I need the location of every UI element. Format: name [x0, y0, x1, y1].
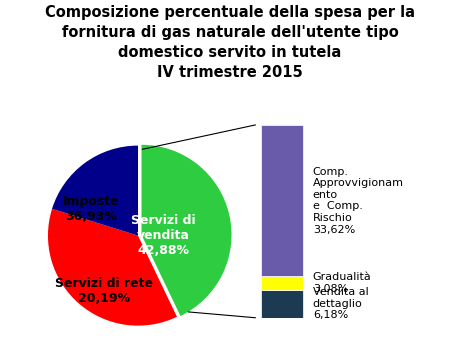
Text: Comp.
Approvvigionam
ento
e  Comp.
Rischio
33,62%: Comp. Approvvigionam ento e Comp. Rischi…	[312, 166, 403, 235]
Wedge shape	[48, 209, 177, 326]
Text: Vendita al
dettaglio
6,18%: Vendita al dettaglio 6,18%	[312, 287, 368, 321]
Bar	[260, 276, 302, 290]
Text: Gradualità
3,08%: Gradualità 3,08%	[312, 272, 371, 294]
Wedge shape	[52, 146, 138, 236]
Text: Servizi di
vendita
42,88%: Servizi di vendita 42,88%	[131, 214, 195, 257]
Bar	[260, 125, 302, 276]
Wedge shape	[141, 145, 231, 316]
Text: Composizione percentuale della spesa per la
fornitura di gas naturale dell'utent: Composizione percentuale della spesa per…	[45, 5, 414, 80]
Text: Imposte
36,93%: Imposte 36,93%	[63, 195, 119, 223]
Bar	[260, 290, 302, 318]
Text: Servizi di rete
20,19%: Servizi di rete 20,19%	[55, 277, 152, 306]
